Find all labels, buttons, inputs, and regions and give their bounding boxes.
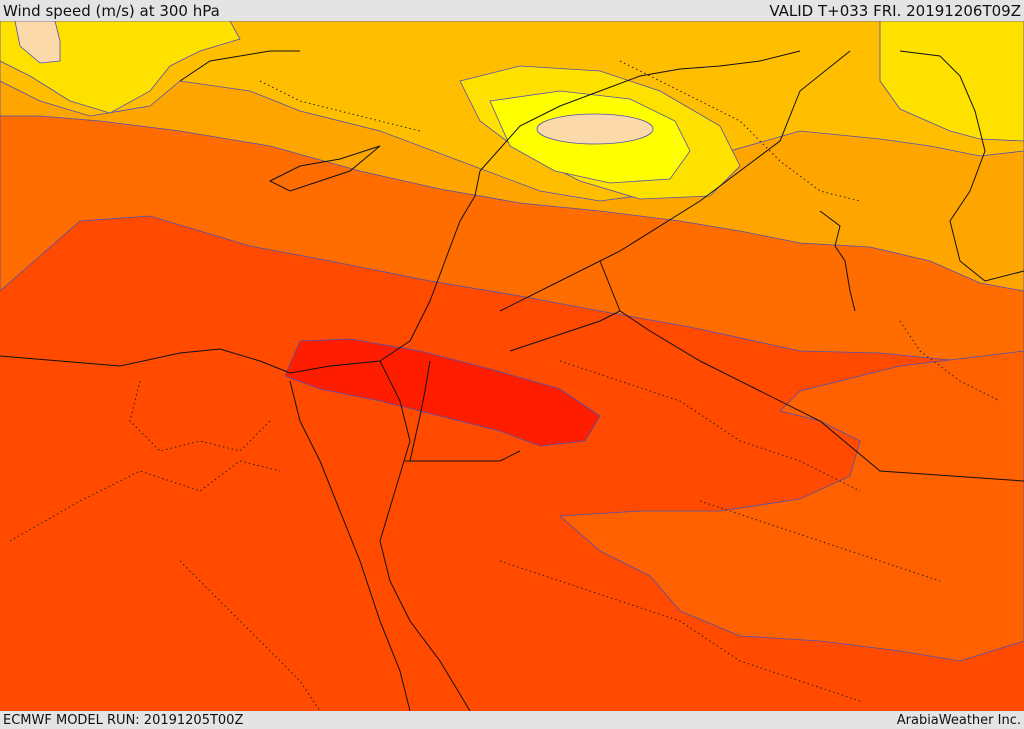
band-red [284, 338, 601, 447]
map-footer: ECMWF MODEL RUN: 20191205T00Z ArabiaWeat… [0, 711, 1024, 729]
band-yellow-east [879, 21, 1024, 142]
admin-boundaries [9, 60, 1001, 711]
valid-time: VALID T+033 FRI. 20191206T09Z [769, 1, 1021, 20]
model-run: ECMWF MODEL RUN: 20191205T00Z [3, 712, 244, 728]
coastlines [0, 50, 1024, 711]
wind-speed-map [0, 21, 1024, 711]
band-peach-center [536, 113, 654, 145]
credit: ArabiaWeather Inc. [896, 712, 1021, 728]
band-peach-west [14, 21, 61, 64]
map-title: Wind speed (m/s) at 300 hPa [3, 1, 220, 20]
map-header: Wind speed (m/s) at 300 hPa VALID T+033 … [0, 0, 1024, 21]
band-orange-southeast [559, 350, 1024, 662]
